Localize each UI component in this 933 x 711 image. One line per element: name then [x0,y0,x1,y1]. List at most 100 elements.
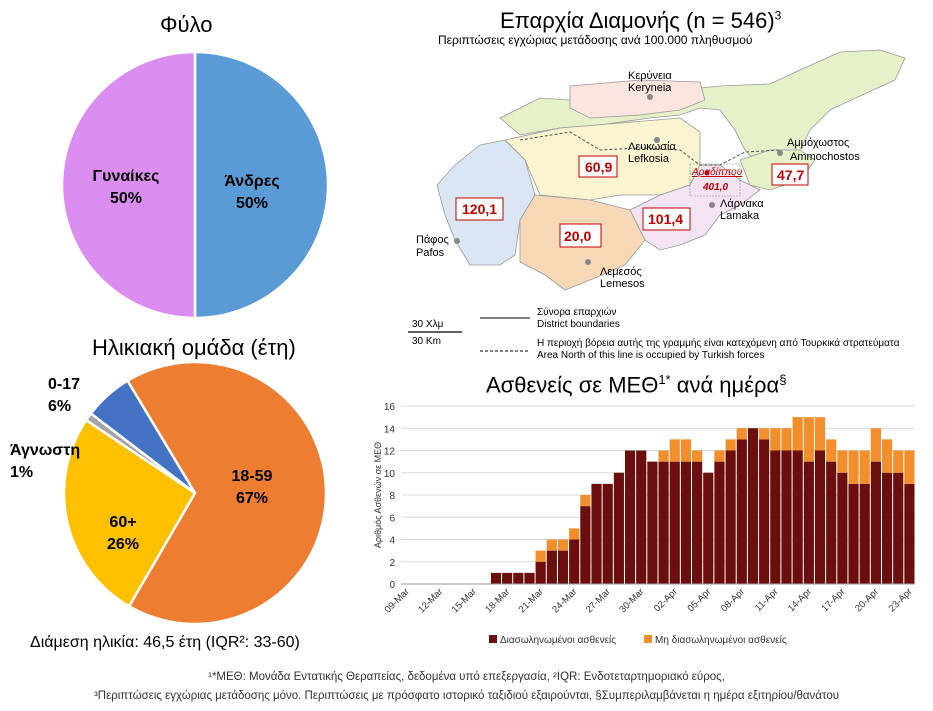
bar-non-intubated [792,417,803,451]
value-pafos: 120,1 [462,201,498,217]
city-dot-lefkosia [654,137,660,143]
label-keryneia-en: Keryneia [628,82,672,94]
label-aradippou: Αραδίππου [692,167,743,178]
value-lemesos: 20,0 [564,228,592,244]
bar-non-intubated [714,450,725,462]
pie-slice-18-59 [125,360,328,626]
bar-intubated [859,483,870,584]
x-tick-label: 21-Mar [517,586,546,615]
bar-intubated [490,572,502,584]
bar-intubated [759,439,770,584]
legend-swatch-non-intubated [644,635,652,643]
value-aradippou: 401,0 [703,182,729,193]
bar-intubated [524,572,535,584]
bar-non-intubated [770,428,781,451]
footnote-line-2: ³Περιπτώσεις εγχώριας μετάδοσης μόνο. Πε… [93,690,840,702]
bar-non-intubated [826,439,837,462]
label-lefkosia-en: Lefkosia [628,153,669,165]
map-region-keryneia [569,79,706,119]
pie-slice-0-17 [89,378,197,494]
bar-intubated [569,539,580,584]
legend-boundaries-en: District boundaries [537,319,620,330]
label-larnaka-en: Lamaka [720,210,760,222]
value-box-aradippou [689,163,741,197]
pie-label-Άνδρες: Άνδρες [224,173,279,190]
bar-intubated [781,450,792,584]
bar-non-intubated [881,439,893,473]
y-tick-label: 14 [384,424,396,435]
bar-intubated [647,461,658,584]
bar-intubated [680,461,692,584]
bar-non-intubated [535,550,546,562]
scale-label-bottom: 30 Km [412,336,441,347]
bar-non-intubated [669,439,680,462]
x-tick-label: 30-Mar [617,586,646,615]
bar-intubated [624,450,636,584]
x-tick-label: 27-Mar [584,586,613,615]
y-tick-label: 2 [389,558,395,569]
value-box-lefkosia [578,155,618,178]
map-title-sup: 3 [774,8,782,23]
bar-non-intubated [759,428,770,440]
label-larnaka-gr: Λάρνακα [720,198,764,210]
bar-intubated [557,550,569,584]
bar-non-intubated [546,539,557,551]
y-tick-label: 16 [384,402,396,413]
city-dot-ammochostos [777,150,783,156]
x-tick-label: 11-Apr [753,586,780,613]
x-tick-label: 15-Mar [450,586,479,615]
pie-slice-Γυναίκες [60,50,197,320]
label-pafos-en: Pafos [416,247,445,259]
pie-percent-0-17: 6% [48,398,71,415]
pie-label-60+: 60+ [109,514,136,531]
bar-intubated [826,461,837,584]
pie-percent-Γυναίκες: 50% [110,190,142,207]
icu-title-sup2: § [779,372,787,387]
pie-label-Γυναίκες: Γυναίκες [93,168,160,185]
x-tick-label: 12-Mar [416,586,445,615]
y-axis-label: Αριθμός Ασθενών σε ΜΕΘ [373,442,383,548]
bar-intubated [870,461,881,584]
bar-intubated [658,461,669,584]
x-tick-label: 24-Mar [550,586,579,615]
label-lefkosia-gr: Λευκωσία [628,141,676,153]
x-tick-label: 20-Apr [853,586,881,614]
bar-intubated [535,561,546,584]
x-tick-label: 02-Apr [652,586,680,614]
x-tick-label: 23-Apr [887,586,915,614]
bar-non-intubated [848,450,859,484]
value-box-larnaka [642,207,691,231]
bar-non-intubated [870,428,881,462]
x-tick-label: 18-Mar [483,586,512,615]
value-box-lemesos [559,223,602,248]
legend-north-en: Area North of this line is occupied by T… [537,350,765,361]
city-dot-pafos [454,238,460,244]
icu-title-sup: 1* [658,372,671,387]
bar-intubated [714,461,725,584]
pie-percent-60+: 26% [107,536,139,553]
bar-intubated [502,572,513,584]
bar-non-intubated [837,450,848,473]
icu-chart-title: Ασθενείς σε ΜΕΘ1* ανά ημέρα§ [486,372,787,398]
pie-percent-Άνδρες: 50% [236,195,268,212]
icu-title-rest: ανά ημέρα [676,372,780,398]
city-dot-larnaka [709,202,715,208]
legend-label-intubated: Διασωληνωμένοι ασθενείς [500,634,616,646]
bar-intubated [591,483,602,584]
occupation-line [519,131,781,166]
bar-non-intubated [680,439,692,462]
icu-title-text: Ασθενείς σε ΜΕΘ [486,372,659,398]
pie-slice-60+ [62,418,197,608]
y-tick-label: 4 [389,536,395,547]
city-dot-lemesos [585,259,591,265]
x-tick-label: 17-Apr [820,586,848,614]
bar-intubated [669,461,680,584]
bar-non-intubated [725,439,736,451]
bar-non-intubated [859,450,870,484]
label-ammochostos-en: Ammochostos [790,151,860,163]
value-ammochostos: 47,7 [777,167,805,183]
bar-intubated [736,439,747,584]
sex-chart-title: Φύλο [160,12,213,37]
